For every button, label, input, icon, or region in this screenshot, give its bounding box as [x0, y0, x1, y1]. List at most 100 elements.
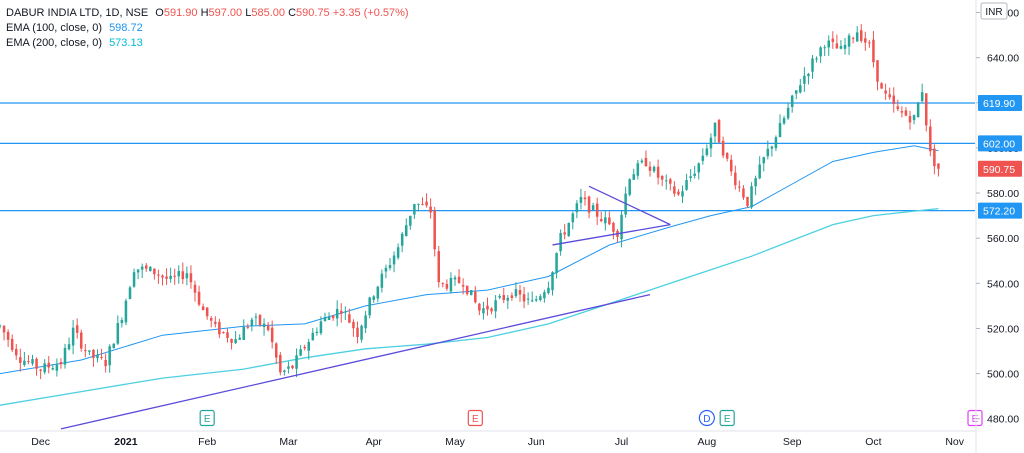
candle [620, 210, 623, 248]
candle [461, 278, 465, 295]
candle [559, 229, 562, 256]
trendline[interactable] [552, 224, 671, 246]
earnings-event-marker[interactable]: E [199, 409, 215, 427]
candle [55, 358, 59, 377]
x-tick-label: Jul [615, 436, 628, 448]
svg-text:572.20: 572.20 [983, 206, 1015, 218]
candle [360, 324, 363, 343]
candle [478, 302, 481, 316]
candle [376, 285, 380, 303]
candle [63, 343, 67, 369]
candle [266, 322, 270, 332]
candle [746, 196, 749, 209]
candle [648, 161, 652, 177]
candle [835, 34, 839, 49]
candle [920, 83, 924, 103]
event-marker-text: E [972, 414, 979, 425]
trendline[interactable] [588, 185, 671, 226]
candle [770, 145, 774, 157]
candle [88, 350, 91, 356]
candle [522, 286, 526, 309]
candle [888, 87, 891, 100]
candle [786, 103, 790, 120]
candle [766, 140, 770, 160]
candle [96, 349, 99, 363]
candle [571, 211, 575, 230]
svg-text:619.90: 619.90 [983, 98, 1015, 110]
x-tick-label: Jun [528, 436, 545, 448]
candle [307, 338, 311, 360]
candle [173, 268, 176, 285]
svg-text:590.75: 590.75 [983, 164, 1015, 176]
candle [384, 264, 388, 279]
event-marker-text: D [703, 414, 710, 425]
candle [234, 331, 237, 345]
x-tick-label: Apr [366, 436, 383, 448]
candle [713, 122, 717, 144]
candle [892, 87, 896, 113]
candle [116, 315, 120, 345]
candle [876, 59, 879, 91]
candle [157, 269, 160, 284]
candle [864, 31, 867, 51]
candle [591, 202, 595, 211]
earnings-event-marker[interactable]: E [967, 409, 983, 427]
candle [908, 110, 912, 130]
candle [201, 303, 205, 311]
candle [287, 361, 290, 374]
ema100-label[interactable]: EMA (100, close, 0) [6, 22, 102, 34]
earnings-event-marker[interactable]: E [719, 409, 735, 427]
candle [774, 135, 778, 152]
y-tick-label: 520.00 [987, 323, 1019, 335]
x-tick-label: Nov [945, 436, 964, 448]
candle [543, 289, 546, 303]
candle [327, 312, 331, 321]
ema100-value: 598.72 [109, 22, 143, 34]
candle [124, 298, 128, 326]
candle [587, 195, 591, 219]
candle [916, 101, 920, 118]
candle [140, 263, 144, 279]
candle [303, 344, 306, 351]
candle [352, 319, 355, 337]
dividend-event-marker[interactable]: D [698, 409, 715, 427]
level-price-badge: 602.00 [978, 135, 1022, 152]
candle [807, 72, 810, 85]
candle [664, 174, 668, 190]
candle [339, 303, 343, 323]
ema200-value: 573.13 [109, 37, 143, 49]
ema200-label[interactable]: EMA (200, close, 0) [6, 37, 102, 49]
candle [465, 285, 469, 296]
candle [189, 265, 193, 289]
high-label: H [200, 7, 209, 19]
candle [815, 56, 818, 63]
candle [705, 144, 709, 157]
candle [209, 315, 213, 328]
candle [75, 318, 79, 339]
candle [823, 44, 826, 57]
candle [356, 321, 359, 344]
trendline[interactable] [60, 293, 651, 430]
y-tick-label: 480.00 [987, 414, 1019, 426]
currency-label[interactable]: INR [980, 2, 1008, 20]
candle [673, 181, 676, 197]
ema100-line[interactable] [0, 145, 939, 375]
symbol-title[interactable]: DABUR INDIA LTD, 1D, NSE [6, 7, 149, 19]
candle [429, 198, 432, 219]
event-marker-text: E [204, 414, 211, 425]
candle [2, 325, 6, 341]
candle [177, 265, 181, 284]
horizontal-levels [0, 102, 975, 212]
earnings-event-marker[interactable]: E [467, 409, 483, 427]
ema200-line[interactable] [0, 207, 939, 406]
candle [214, 316, 217, 328]
candle [262, 318, 266, 336]
candle [112, 343, 116, 349]
candle [709, 133, 713, 158]
candle [47, 355, 51, 374]
candle [900, 106, 904, 118]
candle [847, 33, 851, 55]
candle [734, 165, 737, 190]
